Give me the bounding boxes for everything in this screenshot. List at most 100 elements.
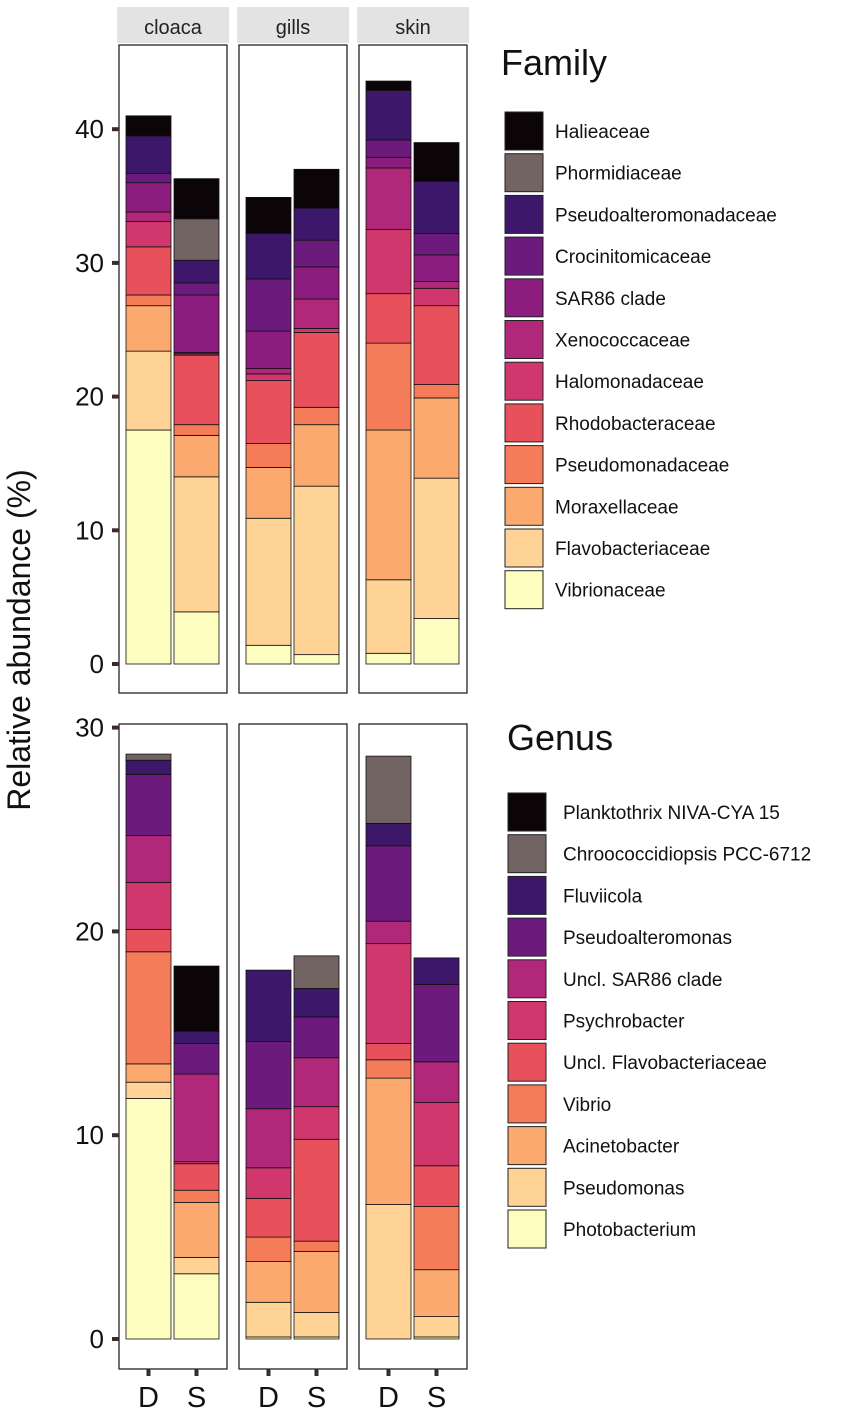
y-tick-label-family: 0 (90, 649, 104, 679)
bar-segment-genus-skin-D (365, 943, 412, 1044)
bar-segment-family-cloaca-S (173, 611, 220, 665)
bar-segment-genus-skin-S (413, 1316, 460, 1338)
facet-strip (117, 7, 229, 43)
legend-label: Halomonadaceae (555, 372, 704, 393)
bar-segment-family-gills-D (245, 278, 292, 332)
x-tick-label-D: D (138, 1382, 159, 1414)
bar-segment-family-skin-D (365, 342, 412, 431)
bar-segment-family-gills-D (245, 368, 292, 375)
bar-segment-genus-skin-S (413, 1269, 460, 1317)
bar-segment-genus-skin-D (365, 1204, 412, 1340)
bar-segment-genus-skin-D (365, 1059, 412, 1079)
bar-segment-family-skin-D (365, 579, 412, 654)
bar-segment-family-cloaca-S (173, 259, 220, 284)
bar-segment-family-gills-S (293, 266, 340, 300)
bar-segment-genus-cloaca-S (173, 1189, 220, 1203)
y-tick-label-genus: 20 (75, 916, 104, 946)
panel-frame-genus-skin (358, 723, 468, 1370)
legend-label: SAR86 clade (555, 289, 666, 310)
legend-label: Pseudomonas (563, 1178, 684, 1199)
legend-swatch (507, 1084, 547, 1124)
bar-segment-family-gills-D (245, 330, 292, 369)
legend-label: Chroococcidiopsis PCC-6712 (563, 845, 811, 866)
bar-segment-family-cloaca-S (173, 476, 220, 613)
facet-label-skin: skin (395, 17, 431, 39)
legend-swatch (504, 278, 544, 318)
bar-segment-genus-skin-S (413, 1206, 460, 1271)
bar-segment-genus-gills-D (245, 1197, 292, 1238)
legend-swatch (507, 834, 547, 874)
legend-swatch (507, 1209, 547, 1249)
y-tick-label-family: 20 (75, 382, 104, 412)
legend-swatch (504, 403, 544, 443)
bar-segment-family-cloaca-S (173, 282, 220, 296)
bar-segment-family-cloaca-D (125, 429, 172, 665)
legend-label: Rhodobacteraceae (555, 414, 716, 435)
panel-frame-family-skin (358, 44, 468, 694)
legend-swatch (504, 528, 544, 568)
legend-title-genus: Genus (507, 717, 613, 758)
legend-label: Photobacterium (563, 1220, 696, 1241)
bar-segment-family-cloaca-D (125, 135, 172, 174)
bar-segment-family-cloaca-S (173, 354, 220, 426)
bar-segment-family-gills-D (245, 233, 292, 280)
legend-label: Psychrobacter (563, 1012, 685, 1033)
legend-swatch (504, 445, 544, 485)
legend-swatch (507, 1167, 547, 1207)
bar-segment-family-gills-S (293, 239, 340, 268)
bar-segment-family-cloaca-D (125, 172, 172, 184)
y-tick-label-genus: 30 (75, 713, 104, 743)
bar-segment-genus-gills-S (293, 988, 340, 1018)
bar-segment-genus-gills-S (293, 1016, 340, 1059)
bar-segment-family-cloaca-S (173, 178, 220, 220)
bar-segment-genus-skin-S (413, 1102, 460, 1167)
legend-swatch (507, 1126, 547, 1166)
bar-segment-genus-skin-S (413, 1061, 460, 1103)
bar-segment-family-skin-S (413, 618, 460, 665)
panel-frame-family-gills (238, 44, 348, 694)
bar-segment-genus-gills-S (293, 955, 340, 989)
legend-swatch (507, 917, 547, 957)
bar-segment-family-skin-D (365, 293, 412, 344)
bar-segment-family-cloaca-D (125, 246, 172, 296)
bar-segment-family-cloaca-S (173, 424, 220, 436)
bar-segment-genus-cloaca-S (173, 1043, 220, 1075)
y-tick-label-family: 10 (75, 515, 104, 545)
legend-swatch (507, 792, 547, 832)
bar-segment-family-gills-S (293, 168, 340, 209)
y-tick-label-family: 30 (75, 248, 104, 278)
panel-frame-family-cloaca (118, 44, 228, 694)
bar-segment-family-gills-S (293, 207, 340, 241)
bar-segment-family-cloaca-D (125, 221, 172, 248)
facet-strip (237, 7, 349, 43)
bar-segment-family-cloaca-D (125, 182, 172, 213)
bar-segment-genus-skin-S (413, 1165, 460, 1207)
legend-label: Pseudomonadaceae (555, 456, 729, 477)
legend-label: Vibrionaceae (555, 581, 666, 602)
legend-label: Xenococcaceae (555, 331, 690, 352)
bar-segment-family-gills-S (293, 424, 340, 487)
legend-label: Pseudoalteromonas (563, 928, 732, 949)
legend-swatch (504, 153, 544, 193)
bar-segment-family-cloaca-D (125, 350, 172, 431)
legend-swatch (504, 236, 544, 276)
bar-segment-genus-gills-D (245, 1236, 292, 1262)
bar-segment-family-skin-D (365, 80, 412, 91)
bar-segment-family-skin-D (365, 156, 412, 169)
bar-segment-family-skin-S (413, 384, 460, 399)
x-tick-label-D: D (378, 1382, 399, 1414)
bar-segment-family-gills-D (245, 380, 292, 444)
bar-segment-genus-gills-D (245, 1261, 292, 1303)
bar-segment-genus-cloaca-S (173, 1202, 220, 1258)
legend-label: Flavobacteriaceae (555, 539, 710, 560)
bar-segment-genus-cloaca-D (125, 774, 172, 837)
bar-segment-genus-skin-D (365, 755, 412, 824)
legend-swatch (507, 875, 547, 915)
bar-segment-family-skin-S (413, 142, 460, 182)
legend-label: Pseudoalteromonadaceae (555, 205, 777, 226)
bar-segment-genus-cloaca-D (125, 1063, 172, 1083)
legend-label: Planktothrix NIVA-CYA 15 (563, 803, 780, 824)
bar-segment-genus-cloaca-S (173, 1073, 220, 1163)
legend-label: Halieaceae (555, 122, 650, 143)
